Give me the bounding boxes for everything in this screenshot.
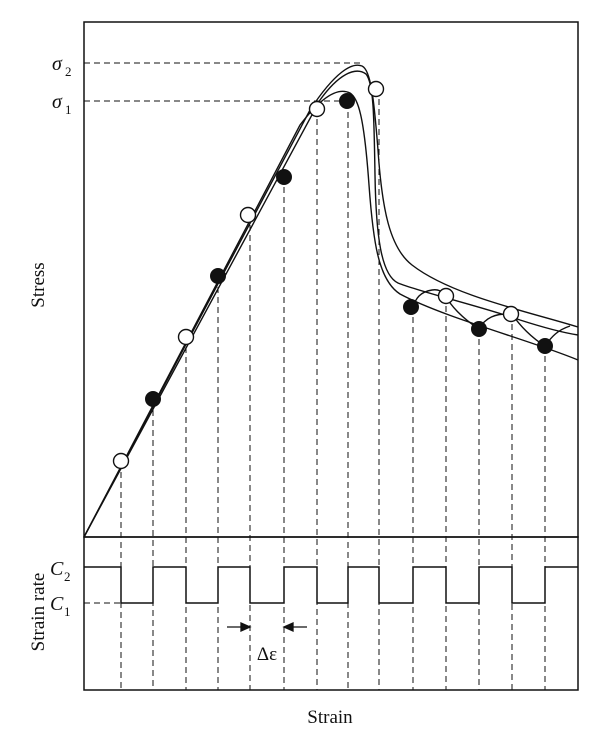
svg-text:C: C (50, 593, 64, 615)
arrow-head-left (240, 621, 252, 633)
filled-circle-marker (537, 338, 553, 354)
filled-markers (145, 93, 553, 407)
stress-axis-label: Stress (28, 262, 49, 307)
open-circle-marker (308, 100, 326, 118)
c1-label: C 1 (50, 593, 71, 619)
open-markers (112, 80, 520, 470)
filled-circle-marker (403, 299, 419, 315)
stress-strain-curves (83, 64, 579, 538)
stress-plot-frame (83, 21, 579, 538)
filled-circle-marker (145, 391, 161, 407)
arrow-head-right (282, 621, 294, 633)
sigma2-label: σ 2 (52, 53, 72, 79)
svg-text:1: 1 (65, 102, 72, 117)
delta-epsilon-label: Δε (257, 644, 277, 665)
open-circle-marker (437, 287, 455, 305)
strain-axis-label: Strain (307, 707, 353, 728)
open-circle-marker (502, 305, 520, 323)
open-circle-marker (112, 452, 130, 470)
svg-text:2: 2 (65, 64, 72, 79)
filled-circle-marker (276, 169, 292, 185)
svg-text:σ: σ (52, 53, 63, 75)
filled-circle-marker (339, 93, 355, 109)
reference-lines (84, 62, 364, 604)
curve-high-rate (83, 64, 579, 538)
strain-rate-plot-frame (83, 536, 579, 691)
svg-text:σ: σ (52, 91, 63, 113)
curve-switching (83, 70, 579, 538)
strain-rate-square-wave (84, 566, 578, 604)
open-circle-marker (239, 206, 257, 224)
switch-guides (120, 89, 546, 690)
strain-rate-axis-label: Strain rate (28, 573, 49, 652)
delta-epsilon-indicator (227, 621, 307, 633)
svg-text:C: C (50, 558, 64, 580)
open-circle-marker (177, 328, 195, 346)
svg-text:2: 2 (64, 569, 71, 584)
svg-text:1: 1 (64, 604, 71, 619)
filled-circle-marker (471, 321, 487, 337)
filled-circle-marker (210, 268, 226, 284)
sigma1-label: σ 1 (52, 91, 72, 117)
open-circle-marker (367, 80, 385, 98)
c2-label: C 2 (50, 558, 71, 584)
